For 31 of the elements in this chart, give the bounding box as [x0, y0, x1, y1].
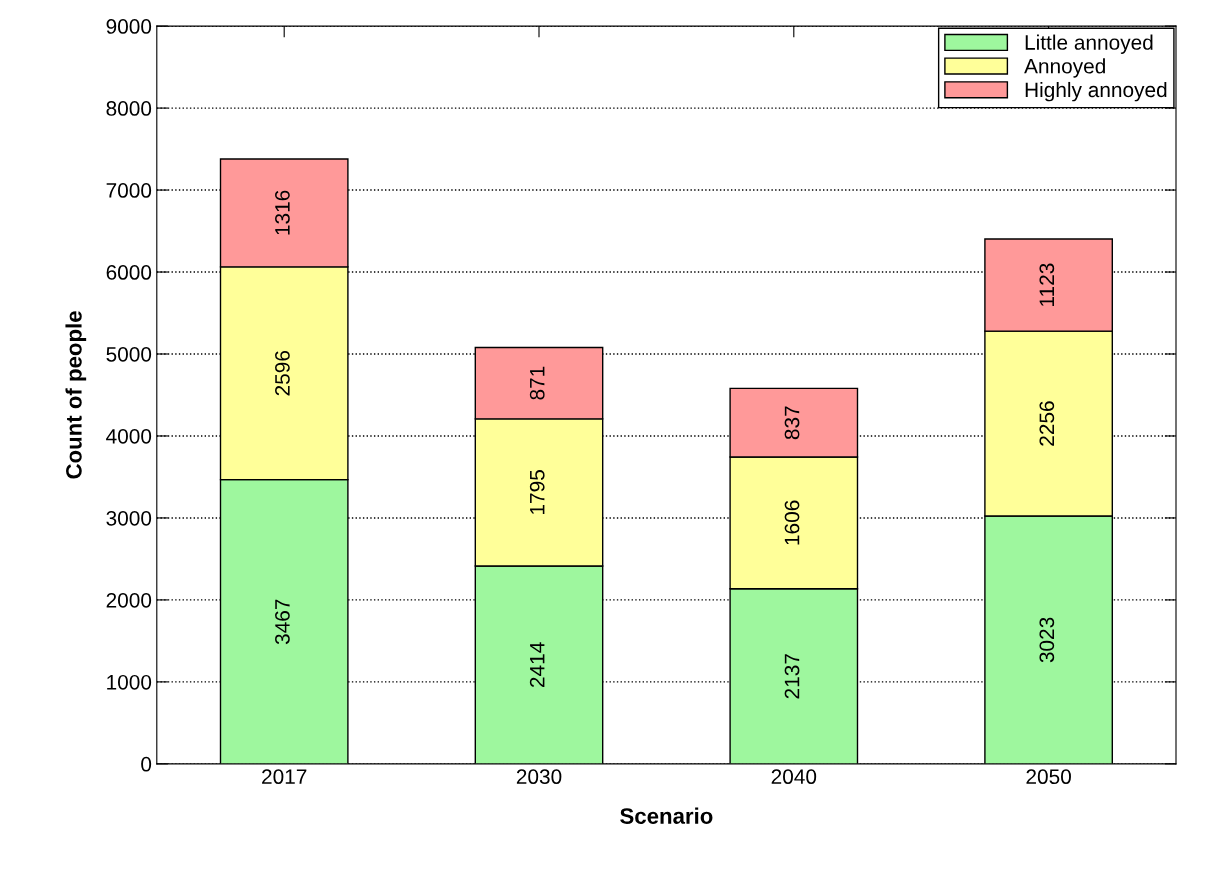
y-tick-label: 9000	[106, 19, 152, 34]
y-tick-label: 2000	[106, 592, 152, 608]
data-label: 2596	[275, 351, 290, 396]
data-label: 2414	[529, 642, 545, 688]
y-tick-label: 5000	[106, 346, 152, 362]
data-label: 837	[784, 406, 800, 440]
x-tick-label: 2050	[1026, 769, 1071, 785]
y-tick-label: 4000	[106, 428, 152, 444]
y-tick-label: 6000	[106, 265, 152, 280]
data-label: 3023	[1039, 617, 1055, 663]
data-label: 2256	[1039, 401, 1055, 446]
legend-label: Annoyed	[1024, 58, 1105, 78]
data-label: 871	[529, 366, 545, 400]
y-tick-label: 3000	[106, 510, 152, 526]
x-tick-label: 2040	[771, 769, 817, 785]
y-tick-label: 0	[141, 756, 152, 772]
data-label: 2137	[784, 654, 800, 699]
y-tick-label: 8000	[106, 101, 152, 116]
y-tick-label: 1000	[107, 674, 152, 690]
x-tick-label: 2017	[262, 769, 307, 785]
y-tick-label: 7000	[106, 183, 152, 198]
data-label: 3467	[275, 599, 290, 645]
legend-label: Highly annoyed	[1025, 81, 1167, 102]
legend-label: Little annoyed	[1025, 34, 1153, 54]
x-axis-title: Scenario	[620, 807, 713, 824]
data-label: 1606	[784, 500, 800, 545]
data-label: 1123	[1039, 263, 1055, 306]
y-axis-title: Count of people	[65, 311, 87, 479]
data-label: 1795	[529, 470, 545, 514]
x-tick-label: 2030	[516, 769, 562, 785]
data-label: 1316	[275, 190, 290, 235]
